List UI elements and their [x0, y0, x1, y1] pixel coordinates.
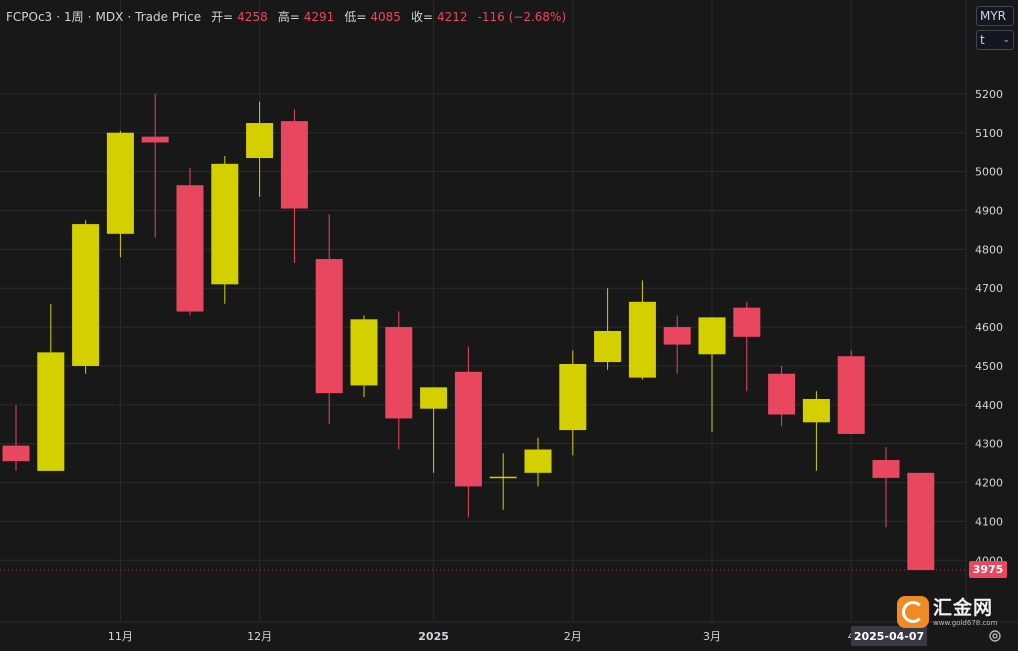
candles — [2, 93, 935, 570]
price-tick-label: 4700 — [975, 282, 1003, 295]
price-tick-label: 4100 — [975, 515, 1003, 528]
candle-body[interactable] — [733, 307, 761, 337]
price-tick-label: 4200 — [975, 477, 1003, 490]
legend-separator: · — [56, 9, 61, 24]
legend-high-label: 高= — [277, 10, 300, 24]
candle-body[interactable] — [106, 132, 134, 234]
legend-separator: · — [87, 9, 92, 24]
legend-high-value: 4291 — [303, 9, 335, 24]
legend-symbol[interactable]: FCPOc3 — [6, 9, 53, 24]
legend-close-label: 收= — [410, 10, 433, 24]
legend-change: -116 (−2.68%) — [477, 9, 567, 24]
candle-body[interactable] — [837, 356, 865, 434]
grid-lines — [0, 0, 966, 622]
time-tick-label: 11月 — [108, 630, 133, 643]
candle-body[interactable] — [524, 449, 552, 473]
crosshair-date-tag: 2025-04-07 — [851, 626, 927, 646]
legend-low-value: 4085 — [370, 9, 401, 24]
price-tick-label: 4600 — [975, 321, 1003, 334]
chevron-down-icon: ⌄ — [1002, 35, 1010, 45]
legend-price-type: Trade Price — [135, 9, 202, 24]
watermark-url: www.gold678.com — [933, 619, 998, 627]
candle-body[interactable] — [628, 301, 656, 378]
chart-legend: FCPOc3 · 1周 · MDX · Trade Price 开= 4258 高… — [6, 8, 566, 25]
price-tick-label: 5000 — [975, 166, 1003, 179]
price-tick-label: 4400 — [975, 399, 1003, 412]
currency-label: MYR — [980, 9, 1007, 23]
candle-body[interactable] — [559, 364, 587, 431]
candle-body[interactable] — [315, 259, 343, 394]
last-price-tag: 3975 — [969, 561, 1007, 578]
candle-body[interactable] — [454, 371, 482, 487]
time-tick-label: 12月 — [247, 630, 272, 643]
candle-body[interactable] — [350, 319, 378, 386]
candle-body[interactable] — [176, 185, 204, 312]
price-tick-label: 5100 — [975, 127, 1003, 140]
price-tick-label: 4500 — [975, 360, 1003, 373]
legend-open-label: 开= — [211, 10, 234, 24]
time-tick-label: 2月 — [564, 630, 582, 643]
candle-body[interactable] — [280, 121, 308, 209]
watermark-logo: 汇金网 www.gold678.com — [897, 596, 997, 628]
candle-body[interactable] — [211, 163, 239, 285]
legend-close-value: 4212 — [437, 9, 468, 24]
time-tick-label: 3月 — [703, 630, 721, 643]
candle-body[interactable] — [385, 327, 413, 419]
candle-body[interactable] — [594, 330, 622, 363]
legend-low-label: 低= — [344, 10, 367, 24]
candle-body[interactable] — [802, 398, 830, 423]
candle-body[interactable] — [246, 123, 274, 159]
legend-exchange: MDX — [95, 9, 124, 24]
currency-selector[interactable]: MYR — [976, 6, 1014, 26]
watermark-name: 汇金网 — [933, 597, 994, 619]
candle-body[interactable] — [872, 460, 900, 478]
price-axis[interactable]: 4000410042004300440045004600470048004900… — [975, 88, 1003, 567]
price-tick-label: 4800 — [975, 243, 1003, 256]
unit-label: t — [980, 33, 985, 47]
candle-body[interactable] — [420, 387, 448, 409]
settings-gear-icon[interactable] — [988, 629, 1002, 643]
unit-selector[interactable]: t ⌄ — [976, 30, 1014, 50]
candle-body[interactable] — [2, 445, 30, 462]
time-axis[interactable]: 11月12月20252月3月4 — [108, 630, 855, 643]
candle-body[interactable] — [907, 472, 935, 570]
price-tick-label: 4300 — [975, 438, 1003, 451]
legend-interval[interactable]: 1周 — [64, 10, 84, 24]
time-tick-label: 2025 — [418, 630, 449, 643]
candle-body[interactable] — [489, 476, 517, 479]
candle-body[interactable] — [698, 317, 726, 355]
candle-body[interactable] — [72, 224, 100, 366]
candle-body[interactable] — [663, 327, 691, 345]
candle-body[interactable] — [141, 136, 169, 143]
price-tick-label: 5200 — [975, 88, 1003, 101]
candle-body[interactable] — [768, 373, 796, 415]
logo-icon — [897, 596, 929, 628]
legend-open-value: 4258 — [237, 9, 268, 24]
price-tick-label: 4900 — [975, 204, 1003, 217]
candle-body[interactable] — [37, 352, 65, 471]
legend-separator: · — [127, 9, 132, 24]
